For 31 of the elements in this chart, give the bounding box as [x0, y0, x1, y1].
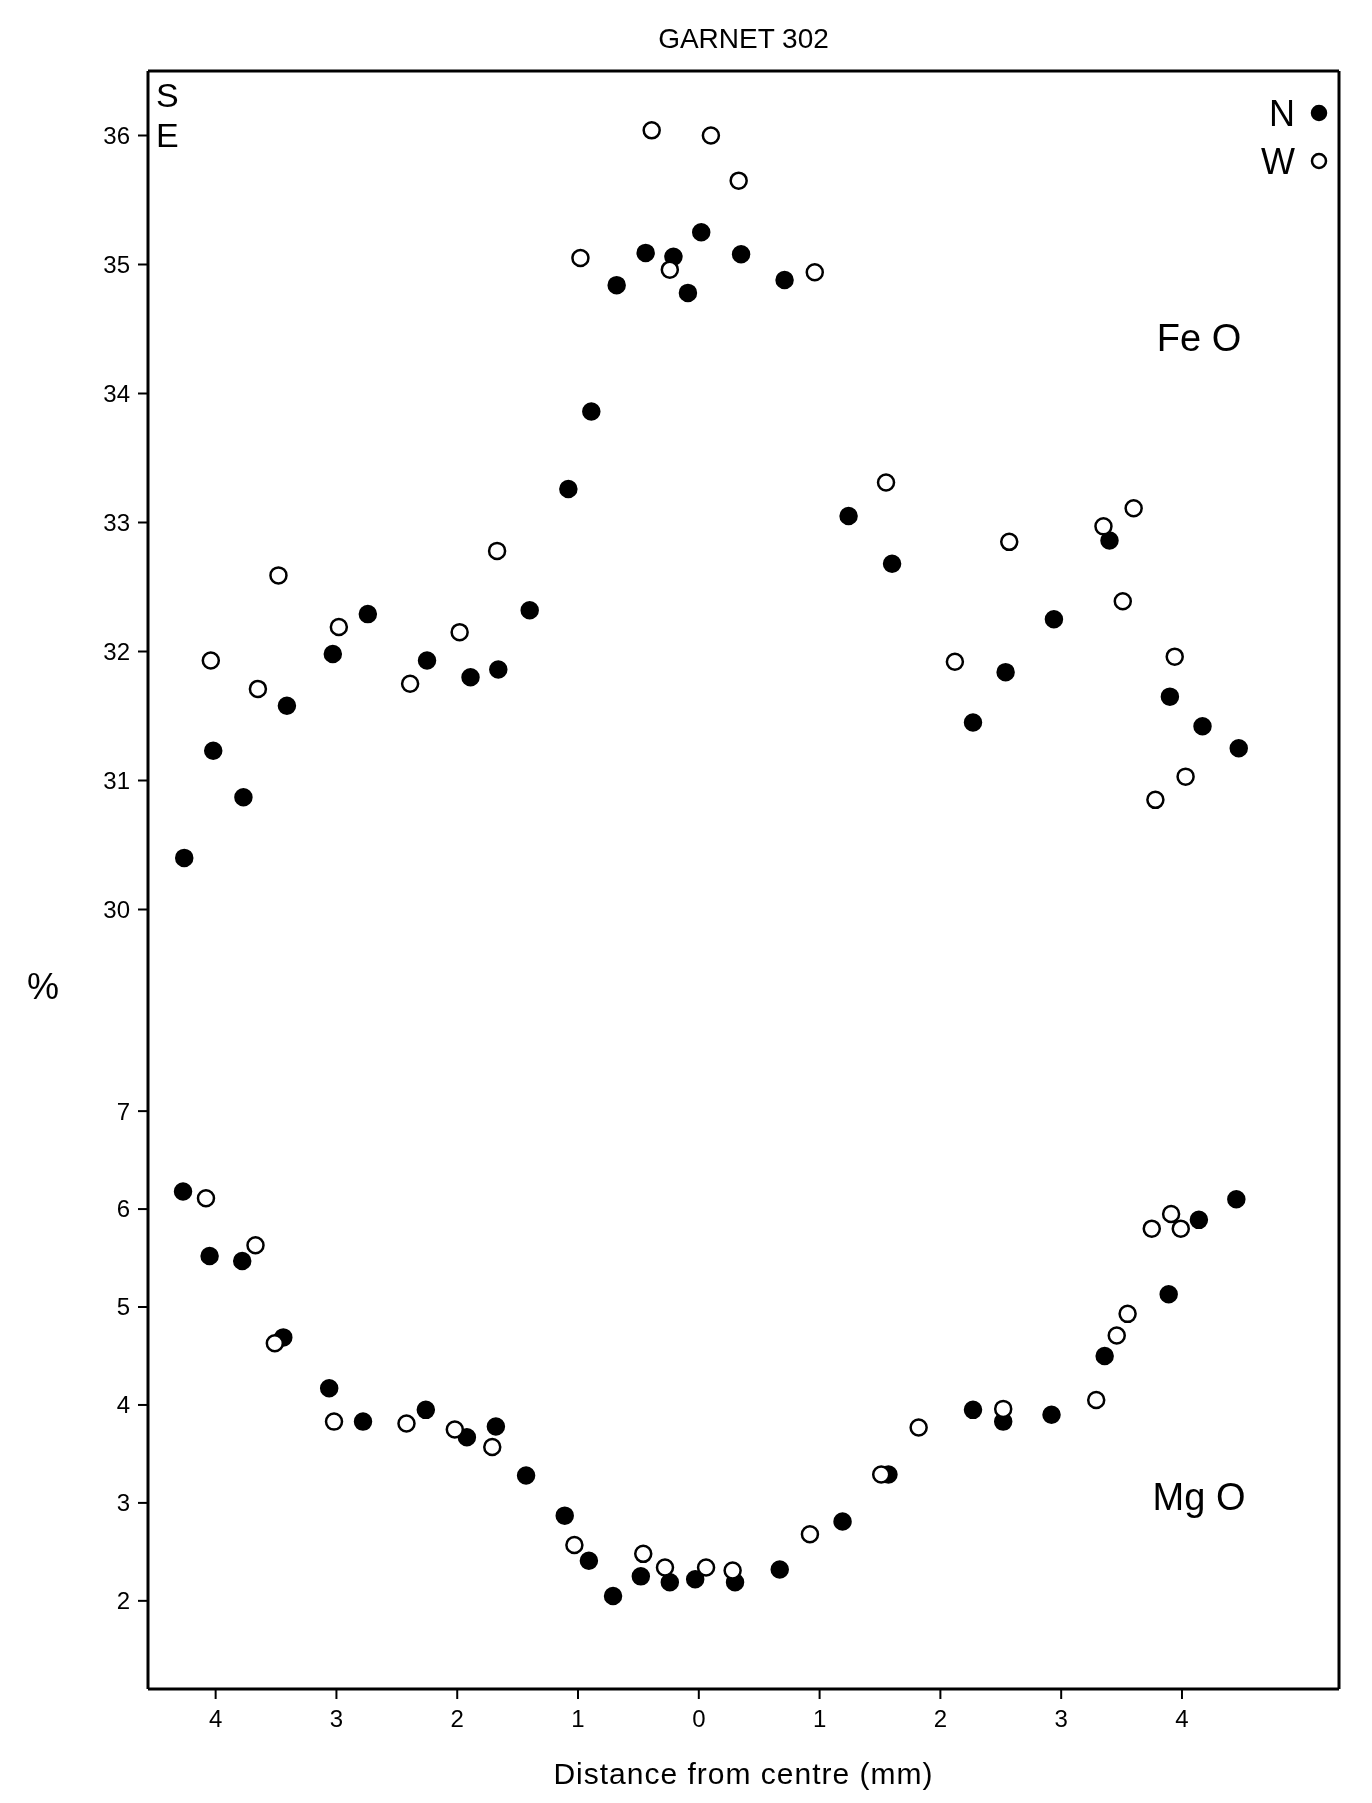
chart-title: GARNET 302: [658, 23, 829, 54]
x-axis-title: Distance from centre (mm): [553, 1757, 934, 1790]
x-tick-label: 4: [1175, 1705, 1189, 1732]
x-tick-label: 0: [692, 1705, 706, 1732]
annotation: Fe O: [1156, 316, 1242, 359]
annotation: E: [156, 116, 179, 154]
y-tick-label: 4: [116, 1391, 130, 1419]
legend-label: W: [1261, 140, 1296, 182]
y-tick-label: 2: [116, 1587, 130, 1615]
y-tick-label: 32: [103, 637, 130, 665]
y-tick-label: 6: [116, 1195, 130, 1223]
y-tick-label: 31: [103, 766, 130, 794]
annotation: S: [156, 76, 179, 114]
y-tick-label: 36: [103, 121, 130, 149]
y-tick-label: 34: [103, 379, 130, 407]
x-tick-label: 3: [329, 1705, 344, 1732]
legend-label: N: [1269, 92, 1295, 134]
x-tick-label: 1: [571, 1705, 585, 1732]
annotation: Mg O: [1152, 1476, 1246, 1519]
y-tick-label: 3: [116, 1489, 130, 1517]
y-axis-title: %: [26, 966, 60, 1007]
y-tick-label: 33: [103, 508, 130, 536]
x-tick-label: 1: [812, 1705, 827, 1732]
y-tick-label: 35: [103, 250, 130, 278]
x-tick-label: 2: [450, 1705, 464, 1732]
x-tick-label: 3: [1054, 1705, 1068, 1732]
y-tick-label: 5: [116, 1293, 130, 1321]
y-tick-label: 7: [116, 1097, 130, 1125]
y-tick-label: 30: [103, 895, 130, 923]
x-tick-label: 4: [208, 1705, 223, 1732]
x-tick-label: 2: [933, 1705, 948, 1732]
